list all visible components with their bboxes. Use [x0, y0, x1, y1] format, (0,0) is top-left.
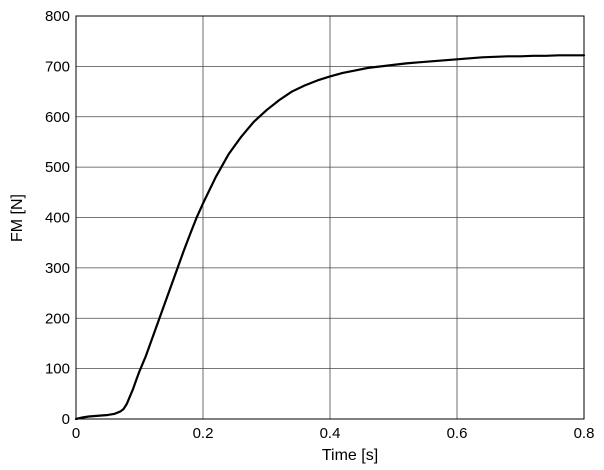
y-tick-label: 800: [45, 8, 70, 25]
y-tick-label: 300: [45, 260, 70, 277]
plot-frame: [75, 15, 585, 420]
x-tick-label: 0.2: [193, 425, 214, 442]
series-line: [74, 54, 586, 421]
y-tick-label: 100: [45, 361, 70, 378]
x-tick-label: 0.8: [574, 425, 595, 442]
y-tick-label: 0: [62, 411, 70, 428]
x-tick-label: 0.4: [320, 425, 341, 442]
x-axis-label: Time [s]: [322, 447, 378, 464]
x-tick-label: 0: [72, 425, 80, 442]
x-tick-label: 0.6: [447, 425, 468, 442]
y-tick-labels: 0 100 200 300 400 500 600 700 800: [45, 8, 70, 428]
y-tick-label: 700: [45, 58, 70, 75]
x-tick-labels: 0 0.2 0.4 0.6 0.8: [72, 425, 595, 442]
series-group: [74, 54, 586, 421]
y-axis-label: FM [N]: [9, 194, 26, 242]
y-tick-label: 600: [45, 109, 70, 126]
y-tick-label: 400: [45, 210, 70, 227]
y-tick-label: 500: [45, 159, 70, 176]
y-tick-label: 200: [45, 310, 70, 327]
